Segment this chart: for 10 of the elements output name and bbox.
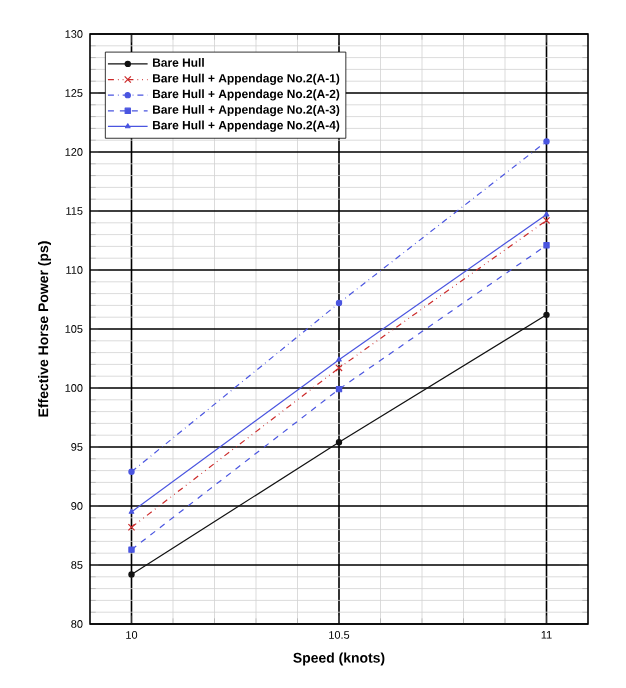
point <box>543 242 550 249</box>
point <box>335 299 343 307</box>
point <box>128 546 135 553</box>
point <box>335 385 343 393</box>
point <box>127 523 136 531</box>
point <box>543 138 550 145</box>
point <box>128 571 135 578</box>
point <box>335 439 343 446</box>
point <box>128 468 135 475</box>
point <box>543 311 550 319</box>
